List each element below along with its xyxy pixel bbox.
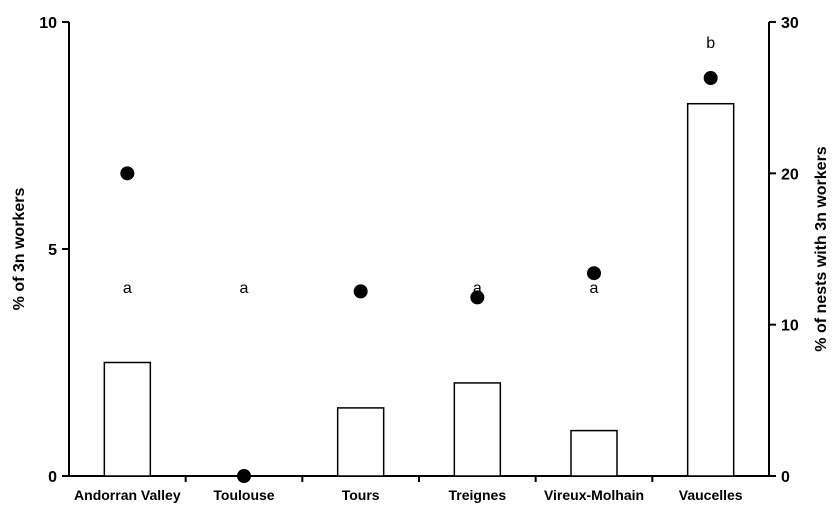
dot-marker-1: [237, 469, 251, 483]
category-label-5: Vaucelles: [679, 487, 743, 503]
bar-4: [570, 429, 618, 477]
right-y-tick-label: 0: [781, 469, 790, 486]
category-label-3: Treignes: [449, 487, 507, 503]
significance-letter-3: a: [473, 280, 482, 297]
right-y-tick-label: 10: [781, 318, 799, 335]
significance-letter-4: a: [590, 280, 599, 297]
right-y-tick-label: 30: [781, 15, 799, 32]
dots-group: [120, 70, 718, 483]
bar-0: [103, 361, 152, 477]
significance-letters-group: a a a a a b: [123, 35, 715, 297]
category-label-0: Andorran Valley: [74, 487, 181, 503]
dot-marker-0: [120, 166, 135, 181]
bars-group: [103, 102, 735, 477]
dot-marker-5: [703, 70, 718, 85]
category-label-1: Toulouse: [213, 487, 274, 503]
significance-letter-2: a: [356, 280, 365, 297]
significance-letter-0: a: [123, 280, 132, 297]
dot-marker-4: [587, 266, 601, 281]
axes: 0 5 10 0 10 20 30: [39, 15, 799, 486]
left-y-axis-title: % of 3n workers: [11, 188, 28, 311]
significance-letter-5: b: [706, 35, 715, 52]
dot-marker-2: [353, 284, 368, 299]
category-label-4: Vireux-Molhain: [544, 487, 644, 503]
bar-2: [336, 407, 385, 477]
category-label-2: Tours: [342, 487, 380, 503]
left-y-tick-label: 0: [48, 469, 57, 486]
bar-5: [686, 102, 735, 477]
dot-marker-3: [470, 290, 485, 305]
left-y-tick-label: 5: [48, 242, 57, 259]
significance-letter-1: a: [240, 280, 249, 297]
right-y-tick-label: 20: [781, 166, 799, 183]
bar-3: [453, 382, 502, 477]
left-y-tick-label: 10: [39, 15, 57, 32]
right-y-axis-title: % of nests with 3n workers: [813, 146, 830, 351]
labels-group: % of 3n workers % of nests with 3n worker…: [11, 146, 830, 503]
